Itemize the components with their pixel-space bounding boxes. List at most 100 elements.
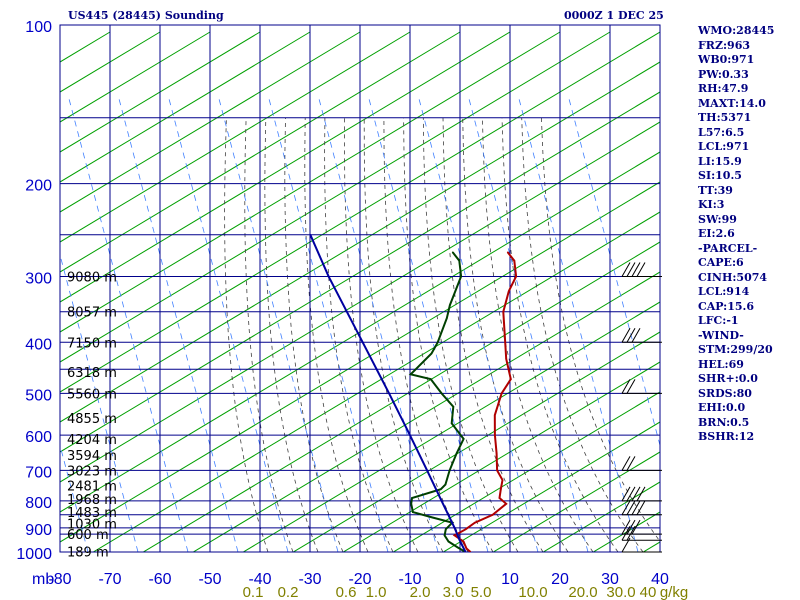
stat-line: CAPE:6	[698, 256, 744, 269]
stat-line: -PARCEL-	[698, 241, 758, 255]
mixing-ratio-label: 0.1	[243, 584, 264, 600]
dewpoint-point	[456, 546, 459, 549]
parcel-point	[409, 434, 411, 436]
wind-barb	[621, 526, 662, 541]
x-tick-label: 20	[551, 571, 569, 588]
parcel-point	[458, 539, 461, 542]
wind-barb-flag	[621, 328, 631, 343]
dry-adiabat	[60, 151, 660, 513]
temperature-point	[504, 341, 507, 344]
height-label: 4855 m	[67, 412, 117, 427]
y-tick-label: 400	[25, 336, 52, 353]
height-label: 189 m	[67, 545, 109, 560]
height-label: 600 m	[67, 528, 109, 543]
stat-line: STM:299/20	[698, 343, 773, 356]
dewpoint-point	[460, 275, 462, 278]
parcel-point	[388, 392, 390, 395]
stat-line: CAP:15.6	[698, 299, 755, 313]
wind-barb	[621, 500, 662, 516]
moist-adiabat	[462, 117, 569, 552]
temperature-point	[462, 540, 465, 543]
dewpoint-point	[445, 528, 447, 530]
x-tick-label: 30	[601, 571, 619, 588]
mixing-ratio-line	[567, 94, 660, 447]
stat-line: TH:5371	[698, 111, 752, 124]
dry-adiabat	[60, 31, 361, 213]
stat-line: LI:15.9	[698, 154, 742, 168]
height-label: 6318 m	[67, 366, 117, 381]
y-tick-label: 100	[25, 19, 52, 36]
mixing-ratio-line	[517, 94, 639, 552]
wind-barb	[621, 456, 662, 471]
y-tick-label: 600	[25, 429, 52, 446]
moist-adiabat	[403, 117, 494, 552]
moist-adiabat	[422, 117, 519, 552]
stat-line: HEL:69	[698, 357, 744, 371]
temperature-point	[453, 534, 456, 537]
stat-line: LCL:971	[698, 140, 750, 153]
stat-line: EI:2.6	[698, 227, 735, 240]
dewpoint-point	[440, 392, 443, 395]
height-label: 1030 m	[67, 517, 117, 532]
x-tick-label: 0	[456, 571, 465, 588]
dewpoint-point	[410, 503, 413, 505]
wind-barb-flag	[631, 262, 641, 277]
dewpoint-point	[444, 483, 447, 486]
height-label: 2481 m	[67, 480, 117, 495]
dewpoint-point	[462, 438, 465, 440]
dewpoint-point	[452, 405, 455, 408]
mixing-ratio-line	[117, 94, 239, 552]
temperature-point	[500, 488, 502, 491]
stats-panel: WMO:28445 FRZ:963 WB0:971 PW:0.33 RH:47.9 MAX…	[698, 24, 774, 445]
mixing-ratio-label: 5.0	[471, 584, 492, 600]
parcel-point	[426, 469, 428, 472]
x-tick-label: -70	[98, 571, 121, 588]
mixing-ratio-label: 3.0	[443, 584, 464, 600]
stat-line: RH:47.9	[698, 82, 749, 95]
moist-adiabat	[521, 117, 644, 552]
y-tick-label: 700	[25, 464, 52, 481]
wind-barb-flag	[626, 486, 636, 502]
mixing-ratio-label: 20.0	[568, 584, 597, 600]
moist-adiabat	[264, 117, 319, 552]
stat-line: SI:10.5	[698, 169, 742, 182]
wind-barb-flag	[636, 500, 646, 516]
temperature-point	[510, 378, 512, 381]
stat-line: BSHR:12	[698, 430, 755, 443]
wind-barb	[621, 379, 662, 394]
stat-line: MAXT:14.0	[698, 96, 766, 110]
mixing-ratio-label: 30.0	[606, 584, 635, 600]
temperature-point	[496, 469, 498, 472]
stat-line: EHI:0.0	[698, 401, 746, 414]
temperature-point	[469, 551, 472, 552]
temperature-point	[494, 414, 496, 417]
temperature-point	[505, 358, 508, 360]
sounding-title: US445 (28445) Sounding	[68, 9, 224, 22]
moist-adiabat	[284, 117, 344, 552]
stat-line: KI:3	[698, 198, 725, 211]
wind-barb-flag	[626, 379, 636, 394]
temperature-point	[515, 275, 517, 278]
y-tick-label: 800	[25, 495, 52, 512]
height-label: 4204 m	[67, 433, 117, 448]
stat-line: LFC:-1	[698, 314, 739, 327]
temperature-point	[491, 514, 494, 516]
dry-adiabat	[0, 32, 10, 572]
dry-adiabat	[92, 211, 660, 552]
dewpoint-point	[448, 469, 451, 472]
mixing-ratio-label: 2.0	[410, 584, 431, 600]
parcel-point	[440, 500, 443, 502]
wind-barb-flag	[621, 262, 631, 277]
stat-line: SW:99	[698, 212, 737, 226]
mixing-ratio-line	[60, 253, 139, 552]
stat-line: CINH:5074	[698, 270, 768, 284]
stat-line: TT:39	[698, 183, 733, 197]
stat-line: PW:0.33	[698, 67, 749, 81]
mixing-ratio-label: g/kg	[660, 584, 688, 600]
temperature-point	[494, 434, 496, 436]
dry-adiabat	[60, 121, 660, 483]
stat-line: BRN:0.5	[698, 415, 750, 429]
temperature-point	[506, 251, 509, 254]
wind-barb-flag	[626, 456, 636, 471]
x-unit-label: mb	[32, 571, 54, 588]
